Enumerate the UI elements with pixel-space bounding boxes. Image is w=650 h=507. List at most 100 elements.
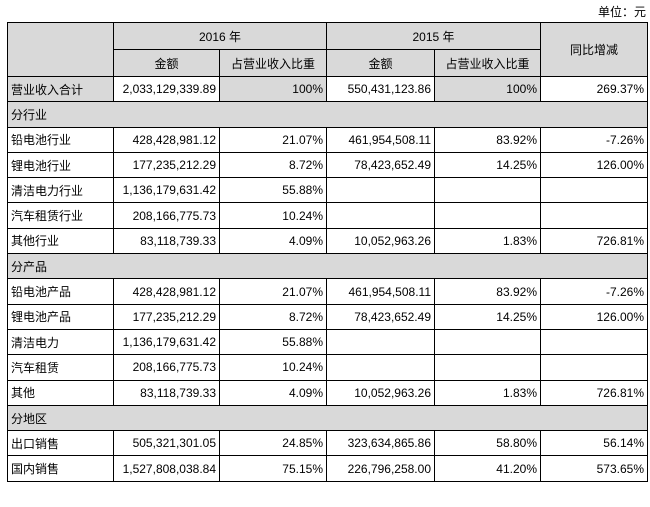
- table-row: 铅电池产品 428,428,981.12 21.07% 461,954,508.11 8…: [7, 278, 648, 305]
- header-ratio-2015: 占营业收入比重: [434, 49, 541, 77]
- ratio-2015: 1.83%: [434, 227, 541, 255]
- amount-2016: 505,321,301.05: [113, 430, 220, 457]
- yoy-change: [540, 202, 648, 229]
- yoy-change: -7.26%: [540, 126, 648, 153]
- amount-2016: 177,235,212.29: [113, 151, 220, 179]
- ratio-2016: 55.88%: [219, 328, 327, 356]
- header-amount-2016: 金额: [113, 49, 220, 77]
- amount-2016: 2,033,129,339.89: [113, 75, 220, 103]
- table-row: 国内销售 1,527,808,038.84 75.15% 226,796,258.00…: [7, 455, 648, 482]
- table-row: 清洁电力 1,136,179,631.42 55.88%: [7, 328, 648, 356]
- ratio-2015: 14.25%: [434, 303, 541, 330]
- table-row: 其他行业 83,118,739.33 4.09% 10,052,963.26 1.83%…: [7, 227, 648, 255]
- yoy-change: 726.81%: [540, 379, 648, 406]
- amount-2015: 461,954,508.11: [326, 278, 435, 305]
- ratio-2015: 14.25%: [434, 151, 541, 179]
- row-label: 出口销售: [7, 430, 114, 457]
- ratio-2016: 100%: [219, 75, 327, 103]
- amount-2016: 1,136,179,631.42: [113, 177, 220, 204]
- ratio-2016: 8.72%: [219, 151, 327, 179]
- row-label: 汽车租赁: [7, 354, 114, 381]
- ratio-2015: 1.83%: [434, 379, 541, 406]
- amount-2015: 10,052,963.26: [326, 379, 435, 406]
- yoy-change: 269.37%: [540, 75, 648, 103]
- yoy-change: 573.65%: [540, 455, 648, 482]
- row-label: 汽车租赁行业: [7, 202, 114, 229]
- amount-2015: 78,423,652.49: [326, 151, 435, 179]
- ratio-2015: [434, 328, 541, 356]
- amount-2015: 10,052,963.26: [326, 227, 435, 255]
- ratio-2015: [434, 177, 541, 204]
- row-label: 营业收入合计: [7, 75, 114, 103]
- ratio-2016: 75.15%: [219, 455, 327, 482]
- table-row: 汽车租赁行业 208,166,775.73 10.24%: [7, 202, 648, 229]
- table-row: 汽车租赁 208,166,775.73 10.24%: [7, 354, 648, 381]
- total-row: 营业收入合计 2,033,129,339.89 100% 550,431,123…: [7, 75, 648, 103]
- yoy-change: [540, 354, 648, 381]
- header-amount-2015: 金额: [326, 49, 435, 77]
- amount-2015: [326, 177, 435, 204]
- ratio-2016: 21.07%: [219, 126, 327, 153]
- ratio-2016: 4.09%: [219, 379, 327, 406]
- ratio-2016: 55.88%: [219, 177, 327, 204]
- section-title: 分地区: [7, 404, 648, 432]
- ratio-2015: 58.80%: [434, 430, 541, 457]
- row-label: 其他: [7, 379, 114, 406]
- table-row: 其他 83,118,739.33 4.09% 10,052,963.26 1.83% 72…: [7, 379, 648, 406]
- row-label: 锂电池产品: [7, 303, 114, 330]
- yoy-change: 726.81%: [540, 227, 648, 255]
- unit-label: 单位：元: [597, 5, 646, 19]
- section-row: 分行业: [7, 101, 648, 128]
- section-row: 分产品: [7, 253, 648, 280]
- amount-2016: 428,428,981.12: [113, 278, 220, 305]
- row-label: 铅电池行业: [7, 126, 114, 153]
- amount-2015: [326, 328, 435, 356]
- revenue-table: 2016 年 2015 年 同比增减 金额 占营业收入比重 金额 占营业收入比重…: [7, 22, 648, 482]
- ratio-2015: 100%: [434, 75, 541, 103]
- table-row: 锂电池行业 177,235,212.29 8.72% 78,423,652.49 14.…: [7, 151, 648, 179]
- amount-2016: 208,166,775.73: [113, 202, 220, 229]
- header-2016: 2016 年: [113, 22, 327, 50]
- row-label: 锂电池行业: [7, 151, 114, 179]
- table-row: 锂电池产品 177,235,212.29 8.72% 78,423,652.49 14.…: [7, 303, 648, 330]
- table-row: 清洁电力行业 1,136,179,631.42 55.88%: [7, 177, 648, 204]
- table-row: 出口销售 505,321,301.05 24.85% 323,634,865.86 58…: [7, 430, 648, 457]
- ratio-2015: 83.92%: [434, 126, 541, 153]
- row-label: 清洁电力: [7, 328, 114, 356]
- yoy-change: [540, 328, 648, 356]
- ratio-2015: 83.92%: [434, 278, 541, 305]
- amount-2015: [326, 354, 435, 381]
- amount-2016: 83,118,739.33: [113, 227, 220, 255]
- amount-2016: 208,166,775.73: [113, 354, 220, 381]
- yoy-change: -7.26%: [540, 278, 648, 305]
- ratio-2016: 21.07%: [219, 278, 327, 305]
- ratio-2016: 4.09%: [219, 227, 327, 255]
- ratio-2015: [434, 202, 541, 229]
- header-blank: [7, 22, 114, 77]
- ratio-2016: 24.85%: [219, 430, 327, 457]
- table-row: 铅电池行业 428,428,981.12 21.07% 461,954,508.11 8…: [7, 126, 648, 153]
- amount-2015: 323,634,865.86: [326, 430, 435, 457]
- amount-2015: 78,423,652.49: [326, 303, 435, 330]
- row-label: 铅电池产品: [7, 278, 114, 305]
- amount-2015: [326, 202, 435, 229]
- yoy-change: [540, 177, 648, 204]
- header-row-columns: 金额 占营业收入比重 金额 占营业收入比重: [8, 49, 648, 77]
- yoy-change: 56.14%: [540, 430, 648, 457]
- yoy-change: 126.00%: [540, 151, 648, 179]
- ratio-2015: 41.20%: [434, 455, 541, 482]
- ratio-2016: 10.24%: [219, 354, 327, 381]
- amount-2016: 1,527,808,038.84: [113, 455, 220, 482]
- row-label: 国内销售: [7, 455, 114, 482]
- row-label: 清洁电力行业: [7, 177, 114, 204]
- amount-2015: 226,796,258.00: [326, 455, 435, 482]
- header-ratio-2016: 占营业收入比重: [219, 49, 327, 77]
- amount-2015: 461,954,508.11: [326, 126, 435, 153]
- row-label: 其他行业: [7, 227, 114, 255]
- amount-2016: 428,428,981.12: [113, 126, 220, 153]
- amount-2015: 550,431,123.86: [326, 75, 435, 103]
- section-title: 分产品: [7, 253, 648, 280]
- ratio-2016: 8.72%: [219, 303, 327, 330]
- amount-2016: 83,118,739.33: [113, 379, 220, 406]
- ratio-2015: [434, 354, 541, 381]
